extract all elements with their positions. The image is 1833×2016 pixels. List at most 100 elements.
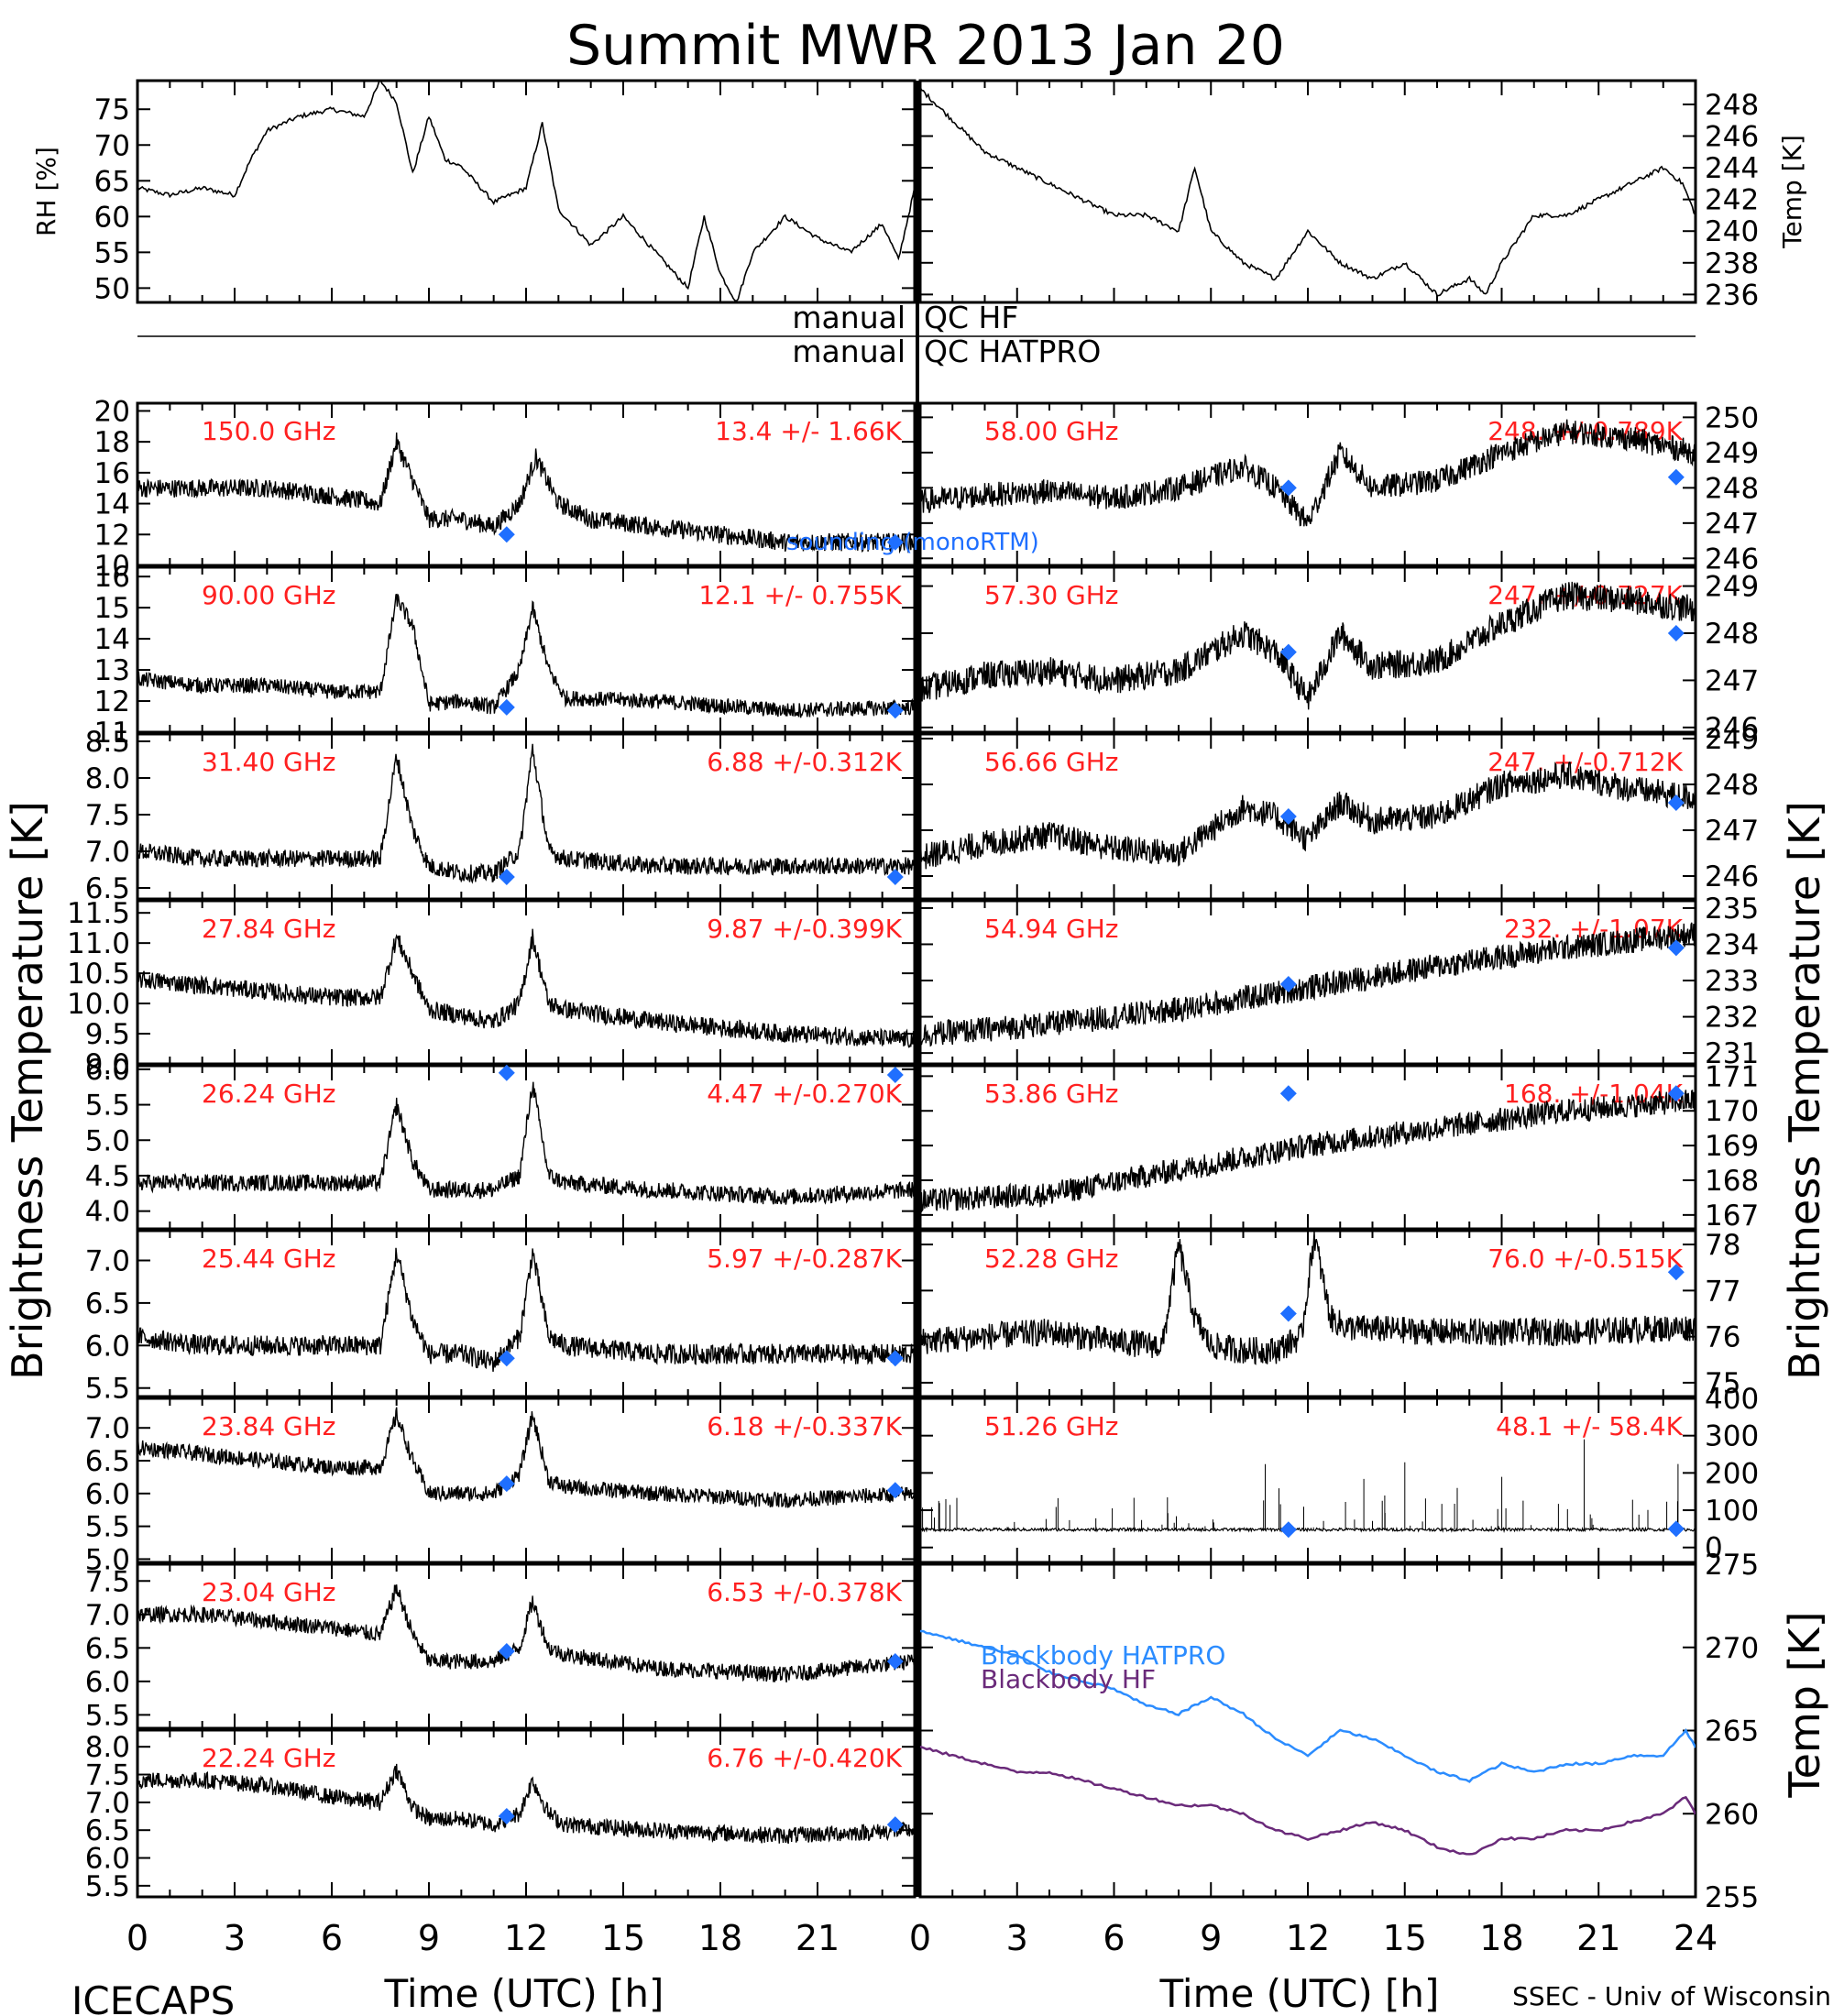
xlabel-left: Time (UTC) [h] — [384, 1971, 664, 2016]
bottom-right-axis-title: Temp [K] — [1780, 1611, 1829, 1798]
y-tick-label: 248 — [1705, 618, 1759, 651]
series-trace — [137, 1081, 915, 1205]
y-tick-label: 5.0 — [85, 1543, 130, 1576]
y-tick-label: 16 — [94, 457, 130, 490]
y-tick-label: 6.5 — [85, 1287, 130, 1320]
qc-hatpro-left-label: manual — [792, 334, 906, 369]
qc-hatpro-right-label: QC HATPRO — [924, 334, 1101, 369]
y-tick-label: 13 — [94, 654, 130, 687]
sounding-note: sounding (monoRTM) — [786, 529, 1039, 556]
channel-label: 22.24 GHz — [202, 1743, 336, 1773]
y-tick-label: 233 — [1705, 965, 1759, 998]
y-tick-label: 5.5 — [85, 1870, 130, 1903]
sounding-marker — [1279, 479, 1297, 497]
y-tick-label: 168 — [1705, 1165, 1759, 1198]
sounding-marker — [1279, 1521, 1297, 1539]
qc-hf-right-label: QC HF — [924, 300, 1018, 335]
y-tick-label: 7.0 — [85, 836, 130, 869]
y-tick-label: 5.5 — [85, 1511, 130, 1544]
y-tick-label: 76 — [1705, 1321, 1740, 1354]
panel-hf-2384: 7.06.56.05.55.0 23.84 GHz 6.18 +/-0.337K — [85, 1397, 916, 1576]
x-tick-label: 9 — [418, 1918, 440, 1958]
channel-stats: 76.0 +/-0.515K — [1487, 1244, 1683, 1274]
sounding-marker — [498, 526, 515, 543]
y-tick-label: 234 — [1705, 928, 1759, 961]
channel-stats: 6.76 +/-0.420K — [707, 1743, 902, 1773]
y-tick-label: 18 — [94, 426, 130, 459]
xlabel-right: Time (UTC) [h] — [1159, 1971, 1440, 2016]
y-tick-label: 7.0 — [85, 1787, 130, 1820]
y-tick-label: 11 — [94, 717, 130, 750]
x-tick-label: 3 — [224, 1918, 246, 1958]
channel-label: 56.66 GHz — [984, 747, 1119, 777]
series-trace — [920, 1090, 1696, 1213]
y-tick-label: 238 — [1705, 247, 1759, 280]
y-tick-label: 6.5 — [85, 1632, 130, 1665]
left-axis-title: Brightness Temperature [K] — [3, 801, 52, 1380]
y-tick-label: 200 — [1705, 1457, 1759, 1490]
sounding-marker — [886, 1652, 904, 1670]
y-tick-label: 170 — [1705, 1095, 1759, 1128]
channel-stats: 6.88 +/-0.312K — [707, 747, 902, 777]
channel-label: 58.00 GHz — [984, 416, 1119, 446]
sounding-marker — [1667, 1085, 1685, 1102]
sounding-marker — [1279, 1305, 1297, 1322]
y-tick-label: 8.0 — [85, 762, 130, 795]
y-tick-label: 4.5 — [85, 1160, 130, 1193]
sounding-marker — [498, 1350, 515, 1367]
series-trace — [920, 419, 1696, 527]
series-trace — [920, 581, 1696, 710]
channel-label: 26.24 GHz — [202, 1079, 336, 1109]
sounding-marker — [1667, 1520, 1685, 1538]
panel-hf-2784: 11.511.010.510.09.59.0 27.84 GHz 9.87 +/-0… — [67, 897, 916, 1081]
x-tick-label: 9 — [1200, 1918, 1222, 1958]
series-trace — [920, 86, 1696, 297]
footer-left: ICECAPS — [71, 1978, 235, 2016]
y-tick-label: 20 — [94, 395, 130, 428]
x-tick-label: 24 — [1674, 1918, 1718, 1958]
y-tick-label: 5.5 — [85, 1090, 130, 1123]
panel-hf-2624: 6.05.55.04.54.0 26.24 GHz 4.47 +/-0.270K — [85, 1054, 916, 1231]
y-tick-label: 8.0 — [85, 1731, 130, 1764]
y-tick-label: 231 — [1705, 1037, 1759, 1070]
y-tick-label: 255 — [1705, 1881, 1759, 1914]
y-tick-label: 7.5 — [85, 799, 130, 832]
y-tick-label: 250 — [1705, 401, 1759, 434]
y-tick-label: 70 — [94, 129, 130, 162]
y-tick-label: 12 — [94, 685, 130, 718]
sounding-marker — [1279, 1085, 1297, 1102]
y-tick-label: 171 — [1705, 1060, 1759, 1093]
channel-label: 51.26 GHz — [984, 1411, 1119, 1441]
legend-blackbody-hf: Blackbody HF — [981, 1664, 1156, 1694]
sounding-marker — [886, 533, 904, 551]
panel-blackbody: 275 270 265 260 255 — [918, 1549, 1759, 1914]
sounding-marker — [498, 869, 515, 885]
series-trace — [920, 761, 1696, 870]
y-tick-label: 77 — [1705, 1275, 1740, 1308]
y-tick-label: 169 — [1705, 1130, 1759, 1163]
y-tick-label: 5.0 — [85, 1124, 130, 1157]
panel-ylabel: Temp [K] — [1777, 135, 1807, 249]
sounding-marker — [1279, 975, 1297, 992]
series-trace — [137, 1763, 915, 1845]
channel-label: 25.44 GHz — [202, 1244, 336, 1274]
series-trace — [137, 743, 915, 884]
y-tick-label: 5.5 — [85, 1699, 130, 1732]
channel-stats: 13.4 +/- 1.66K — [715, 416, 902, 446]
legend-blackbody-hatpro: Blackbody HATPRO — [981, 1640, 1225, 1671]
y-tick-label: 75 — [1705, 1367, 1740, 1400]
y-tick-label: 400 — [1705, 1383, 1759, 1416]
channel-label: 53.86 GHz — [984, 1079, 1119, 1109]
sounding-marker — [498, 1642, 515, 1660]
footer-right: SSEC - Univ of Wisconsin — [1512, 1981, 1831, 2011]
series-trace — [920, 1231, 1696, 1365]
panel-hatpro-5126: 400 300 200 100 0 51.26 GHz 48.1 +/- 58.4K — [918, 1383, 1759, 1565]
y-tick-label: 248 — [1705, 472, 1759, 505]
y-tick-label: 236 — [1705, 279, 1759, 312]
y-tick-label: 100 — [1705, 1495, 1759, 1528]
sounding-marker — [1279, 643, 1297, 661]
channel-label: 90.00 GHz — [202, 580, 336, 610]
